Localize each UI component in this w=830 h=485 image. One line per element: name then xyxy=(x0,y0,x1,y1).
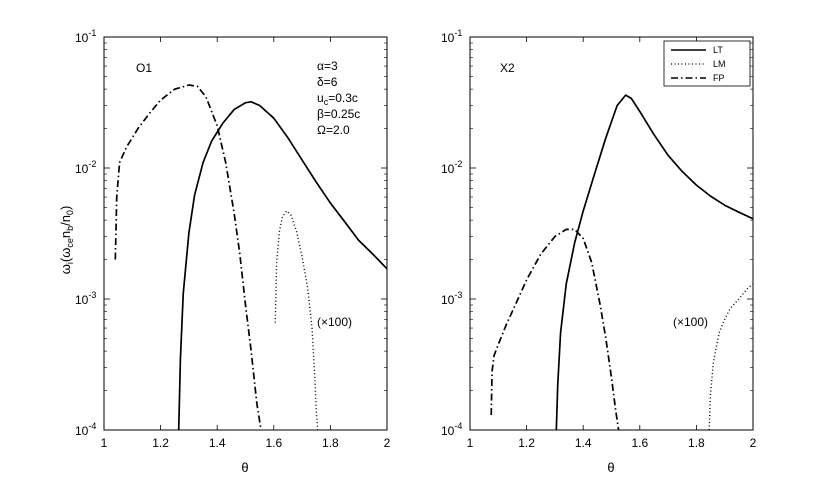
parameter-uc: uc=0.3c xyxy=(317,91,358,107)
series-layer xyxy=(114,84,388,431)
legend-label-lt: LT xyxy=(713,45,723,55)
series-lm-line xyxy=(274,210,319,431)
panel-x2: 1 1.2 1.4 1.6 1.8 2 10-4 10-3 10-2 10-1 X2 (×100)… xyxy=(441,28,757,475)
parameter-delta: δ=6 xyxy=(317,75,338,89)
series-lt-line xyxy=(555,94,754,431)
plot-frame xyxy=(103,36,388,431)
series-fp-line xyxy=(114,84,262,431)
x-tick-label: 1.6 xyxy=(631,436,648,450)
x-tick-label: 1 xyxy=(467,436,474,450)
legend: LT LM FP xyxy=(663,40,751,87)
ticks-layer: 1 1.2 1.4 1.6 1.8 2 10-4 10-3 10-2 10-1 xyxy=(75,28,391,450)
plot-frame xyxy=(469,36,754,431)
y-tick-label: 10-2 xyxy=(75,159,96,176)
parameter-list: α=3 δ=6 uc=0.3c β=0.25c Ω=2.0 xyxy=(317,59,360,137)
parameter-beta: β=0.25c xyxy=(317,107,360,121)
x-tick-label: 1.4 xyxy=(209,436,226,450)
x-tick-label: 1.2 xyxy=(518,436,535,450)
parameter-alpha: α=3 xyxy=(317,59,338,73)
y-tick-label: 10-3 xyxy=(441,290,462,307)
x-tick-label: 1.8 xyxy=(322,436,339,450)
panel-label: O1 xyxy=(136,61,152,75)
panel-o1: 1 1.2 1.4 1.6 1.8 2 10-4 10-3 10-2 10-1 O1 α=3 δ=… xyxy=(75,28,391,475)
series-layer xyxy=(490,94,754,431)
series-fp-line xyxy=(490,228,620,431)
series-lt-line xyxy=(177,100,388,431)
y-tick-label: 10-1 xyxy=(75,28,96,45)
x-tick-label: 2 xyxy=(384,436,391,450)
series-lm-line xyxy=(708,283,754,431)
x-tick-label: 2 xyxy=(750,436,757,450)
y-tick-label: 10-1 xyxy=(441,28,462,45)
x-axis-label: θ xyxy=(241,460,248,475)
x-axis-label: θ xyxy=(607,460,614,475)
scale-note: (×100) xyxy=(673,315,708,329)
legend-box xyxy=(663,40,751,87)
x-tick-label: 1 xyxy=(101,436,108,450)
legend-label-lm: LM xyxy=(713,59,726,69)
y-tick-label: 10-4 xyxy=(75,421,96,438)
panel-label: X2 xyxy=(500,61,515,75)
y-axis-label: ωi(ωcenb/n0) xyxy=(58,206,75,275)
x-tick-label: 1.6 xyxy=(265,436,282,450)
y-tick-label: 10-4 xyxy=(441,421,462,438)
legend-label-fp: FP xyxy=(713,73,725,83)
y-tick-label: 10-2 xyxy=(441,159,462,176)
scale-note: (×100) xyxy=(317,315,352,329)
parameter-omega: Ω=2.0 xyxy=(317,123,350,137)
y-tick-label: 10-3 xyxy=(75,290,96,307)
x-tick-label: 1.4 xyxy=(575,436,592,450)
x-tick-label: 1.8 xyxy=(688,436,705,450)
x-tick-label: 1.2 xyxy=(152,436,169,450)
